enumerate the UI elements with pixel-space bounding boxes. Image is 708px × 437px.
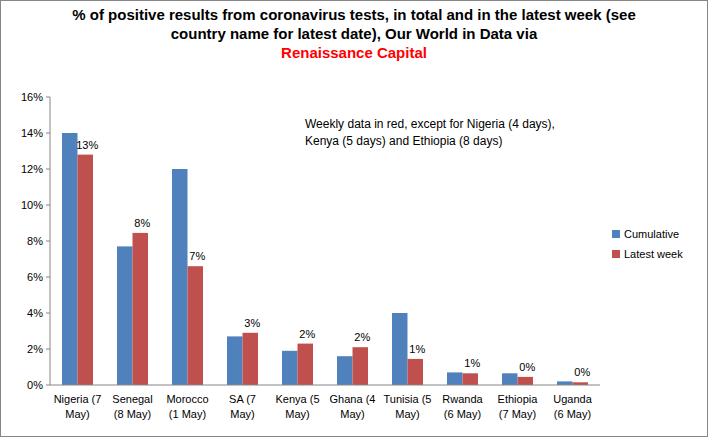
bar [78, 155, 94, 385]
annotation: Weekly data in red, except for Nigeria (… [305, 117, 555, 148]
legend-label: Cumulative [624, 228, 679, 240]
x-tick-label: SA (7May) [229, 393, 256, 420]
y-tick-label: 6% [27, 271, 43, 283]
x-tick-label: Ethiopia(7 May) [498, 393, 539, 420]
y-tick [46, 241, 50, 242]
legend-swatch [612, 230, 620, 238]
x-tick-label: Uganda(6 May) [553, 393, 592, 420]
y-tick [46, 349, 50, 350]
y-tick [46, 97, 50, 98]
data-label: 1% [464, 357, 480, 369]
bar [282, 351, 298, 385]
bar [298, 344, 314, 385]
y-tick [46, 277, 50, 278]
y-tick [46, 205, 50, 206]
bar [117, 246, 133, 385]
bar [243, 333, 259, 385]
x-tick-label: Rwanda(6 May) [442, 393, 483, 420]
y-tick-label: 8% [27, 235, 43, 247]
legend-swatch [612, 250, 620, 258]
bar [337, 356, 353, 385]
chart-border [1, 1, 708, 437]
data-label: 8% [134, 217, 150, 229]
x-tick-label: Ghana (4May) [330, 393, 376, 420]
bar [518, 377, 534, 385]
chart: % of positive results from coronavirus t… [0, 0, 708, 437]
x-tick-label: Nigeria (7May) [54, 393, 102, 420]
y-tick-label: 0% [27, 379, 43, 391]
legend: Cumulative Latest week [612, 228, 683, 260]
data-label: 0% [519, 361, 535, 373]
data-label: 2% [354, 331, 370, 343]
bar [172, 169, 188, 385]
x-tick-label: Senegal(8 May) [112, 393, 152, 420]
bar [463, 373, 479, 385]
bars [62, 133, 588, 385]
x-tick-label: Tunisia (5May) [384, 393, 432, 420]
title: % of positive results from coronavirus t… [72, 6, 635, 42]
bar [133, 233, 149, 385]
x-tick-label: Kenya (5May) [275, 393, 319, 420]
y-tick [46, 133, 50, 134]
bar [392, 313, 408, 385]
bar [447, 372, 463, 385]
y-axis [50, 97, 51, 385]
legend-label: Latest week [624, 248, 683, 260]
y-tick [46, 169, 50, 170]
y-tick-label: 4% [27, 307, 43, 319]
y-tick-label: 16% [21, 91, 43, 103]
x-tick-label: Morocco(1 May) [166, 393, 208, 420]
data-label: 13% [76, 139, 98, 151]
data-label: 3% [244, 317, 260, 329]
data-label: 2% [299, 328, 315, 340]
y-tick [46, 313, 50, 314]
bar [557, 381, 573, 385]
y-tick [46, 385, 50, 386]
x-axis [50, 385, 600, 386]
bar [408, 359, 424, 385]
data-label: 7% [189, 250, 205, 262]
bar [227, 336, 243, 385]
bar [62, 133, 78, 385]
title-source: Renaissance Capital [281, 44, 427, 61]
data-label: 1% [409, 343, 425, 355]
data-label: 0% [574, 366, 590, 378]
y-tick-label: 12% [21, 163, 43, 175]
y-tick-label: 2% [27, 343, 43, 355]
bar [188, 266, 204, 385]
y-tick-label: 14% [21, 127, 43, 139]
y-tick-label: 10% [21, 199, 43, 211]
bar [502, 373, 518, 385]
bar [353, 347, 369, 385]
